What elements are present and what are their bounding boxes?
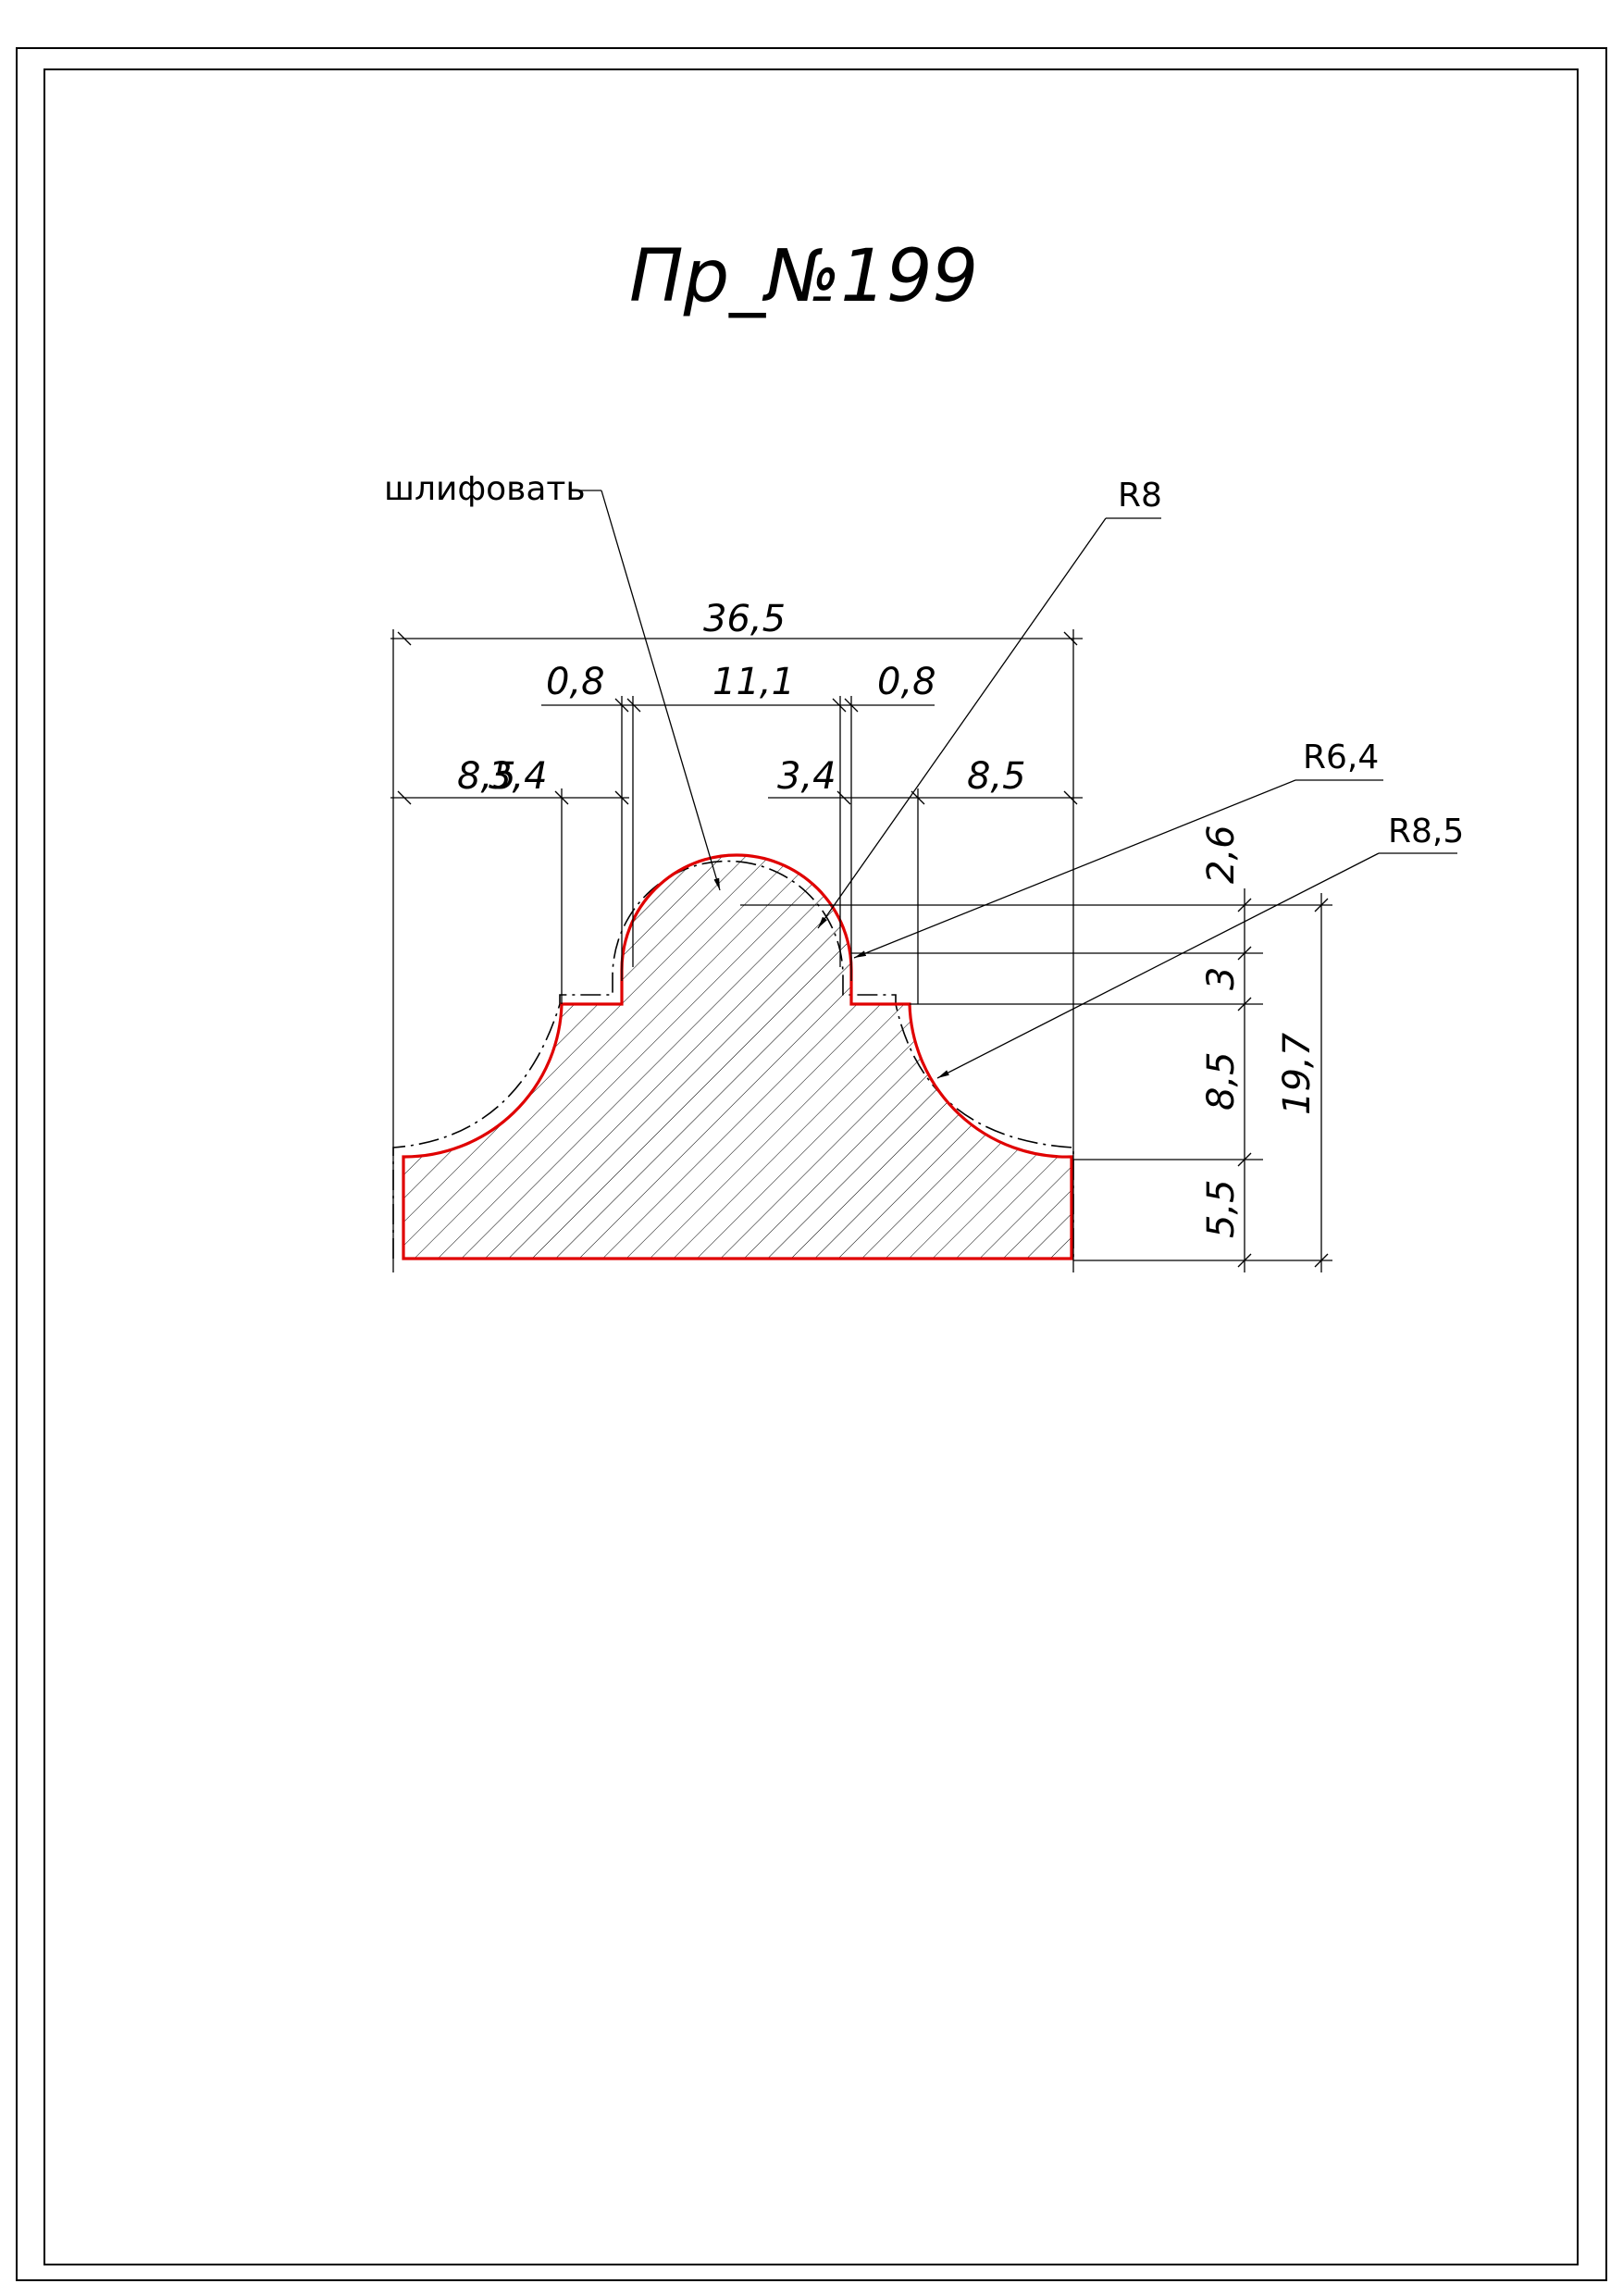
radius-r6-4-label: R6,4	[1303, 738, 1379, 776]
dim-left-outer: 8,5	[457, 755, 516, 798]
dim-right-gap: 0,8	[877, 661, 936, 703]
grind-note: шлифовать	[384, 470, 586, 508]
dim-total-width: 36,5	[703, 598, 786, 640]
drawing-title: Пр_№199	[629, 235, 978, 318]
dim-top-width: 11,1	[712, 661, 795, 703]
dim-left-gap: 0,8	[546, 661, 605, 703]
profile-section	[402, 853, 1073, 1260]
dim-right-inner: 3,4	[777, 755, 836, 798]
dim-v-mid: 8,5	[1200, 1051, 1243, 1111]
dim-v-top: 2,6	[1200, 825, 1243, 884]
dim-v-step: 3	[1200, 967, 1243, 990]
dim-total-height: 19,7	[1276, 1032, 1319, 1115]
dim-left-inner: 3,4	[489, 755, 548, 798]
radius-r8-5-label: R8,5	[1388, 813, 1464, 850]
leader-lines	[578, 490, 1457, 1079]
dim-v-base: 5,5	[1200, 1179, 1243, 1238]
dim-right-outer: 8,5	[967, 755, 1026, 798]
extension-lines	[392, 629, 1332, 1272]
inner-border	[43, 68, 1579, 2265]
outer-border	[16, 47, 1607, 2281]
radius-r8-label: R8	[1118, 477, 1162, 515]
vertical-dimensions	[1237, 888, 1329, 1272]
